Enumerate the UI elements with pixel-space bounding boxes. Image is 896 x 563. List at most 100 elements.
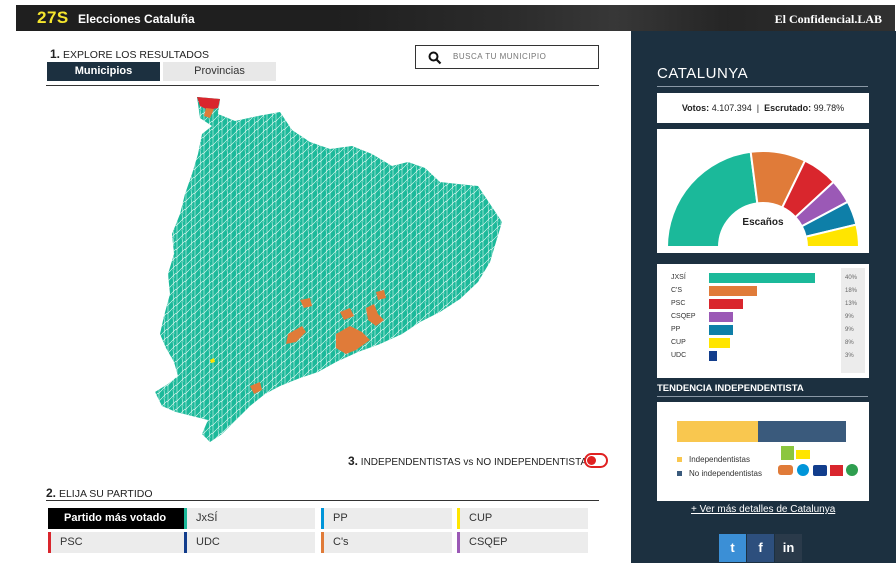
- psc-logo-icon: [830, 465, 843, 476]
- party-result-row[interactable]: JXSÍ 40%: [671, 272, 861, 284]
- scrutiny-label: Escrutado:: [764, 103, 812, 113]
- votes-summary: Votos: 4.107.394 | Escrutado: 99.78%: [657, 93, 869, 123]
- facebook-icon[interactable]: f: [747, 534, 774, 562]
- map-region-cs[interactable]: [204, 108, 214, 118]
- party-button-label: UDC: [196, 536, 220, 548]
- party-result-row[interactable]: CSQEP 9%: [671, 311, 861, 323]
- party-result-bar: [709, 273, 815, 283]
- party-button-label: C's: [333, 536, 349, 548]
- independence-text: INDEPENDENTISTAS vs NO INDEPENDENTISTAS: [360, 457, 594, 468]
- party-name: JXSÍ: [671, 274, 686, 281]
- party-button-cs[interactable]: C's: [321, 532, 452, 553]
- map-region-psc[interactable]: [197, 97, 220, 110]
- party-result-bar: [709, 351, 717, 361]
- udc-logo-icon: [813, 465, 827, 476]
- map-region-cs[interactable]: [340, 308, 354, 320]
- trend-bar-no-indep: [758, 421, 846, 442]
- party-button-pp[interactable]: PP: [321, 508, 452, 529]
- percent-column: [841, 268, 865, 373]
- brand-number[interactable]: 27S: [37, 8, 69, 27]
- search-input[interactable]: [453, 52, 593, 61]
- party-button-udc[interactable]: UDC: [184, 532, 315, 553]
- party-color-bar: [321, 508, 324, 529]
- party-result-row[interactable]: PSC 13%: [671, 298, 861, 310]
- party-name: UDC: [671, 352, 687, 359]
- party-result-row[interactable]: PP 9%: [671, 324, 861, 336]
- map-region-cs[interactable]: [300, 298, 312, 308]
- search-box[interactable]: [415, 45, 599, 69]
- party-color-bar: [48, 532, 51, 553]
- party-button-psc[interactable]: PSC: [48, 532, 185, 553]
- party-name: CUP: [671, 339, 686, 346]
- independence-toggle[interactable]: [584, 453, 608, 468]
- trend-title: TENDENCIA INDEPENDENTISTA: [657, 383, 804, 394]
- summary-separator: |: [756, 103, 760, 113]
- party-color-bar: [457, 532, 460, 553]
- party-result-row[interactable]: UDC 3%: [671, 350, 861, 362]
- party-button-csqep[interactable]: CSQEP: [457, 532, 588, 553]
- party-button-label: Partido más votado: [64, 512, 167, 524]
- tab-provincias[interactable]: Provincias: [163, 62, 276, 81]
- seat-segment[interactable]: [665, 150, 759, 248]
- cs-logo-icon: [778, 465, 793, 475]
- details-link[interactable]: + Ver más detalles de Catalunya: [691, 504, 836, 515]
- party-percent: 40%: [845, 275, 858, 281]
- party-button-most-voted[interactable]: Partido más votado: [48, 508, 185, 529]
- party-percent: 9%: [845, 327, 854, 333]
- csqep-logo-icon: [846, 464, 858, 476]
- view-tabs: Municipios Provincias: [47, 62, 276, 81]
- legend-no-indep-label: No independentistas: [689, 469, 762, 478]
- party-result-row[interactable]: CUP 8%: [671, 337, 861, 349]
- trend-bar-indep: [677, 421, 759, 442]
- party-result-row[interactable]: C'S 18%: [671, 285, 861, 297]
- party-name: PP: [671, 326, 681, 333]
- cup-logo-icon: [796, 450, 810, 459]
- party-result-bar: [709, 338, 731, 348]
- party-name: PSC: [671, 300, 686, 307]
- party-result-bar: [709, 286, 757, 296]
- legend-indep-label: Independentistas: [689, 455, 750, 464]
- map-region-cs[interactable]: [366, 304, 384, 326]
- municipality-borders: [155, 97, 502, 442]
- map-region-cs[interactable]: [376, 290, 386, 300]
- catalonia-map[interactable]: [140, 94, 510, 444]
- seat-segment[interactable]: [804, 223, 861, 248]
- map-region-cs[interactable]: [250, 382, 262, 394]
- brand-title[interactable]: Elecciones Cataluña: [78, 12, 195, 26]
- party-button-cup[interactable]: CUP: [457, 508, 588, 529]
- party-result-bar: [709, 325, 733, 335]
- map-region-cs[interactable]: [286, 326, 306, 344]
- step-number: 2.: [46, 486, 57, 500]
- party-color-bar: [321, 532, 324, 553]
- linkedin-icon[interactable]: in: [775, 534, 802, 562]
- party-result-bar: [709, 312, 733, 322]
- step-label: EXPLORE LOS RESULTADOS: [62, 49, 210, 61]
- publisher-logo[interactable]: El Confidencial.LAB: [774, 12, 882, 26]
- legend-swatch: [677, 457, 682, 462]
- party-result-bar: [709, 299, 744, 309]
- votes-value: 4.107.394: [711, 103, 752, 113]
- tab-municipios[interactable]: Municipios: [47, 62, 160, 81]
- twitter-icon[interactable]: t: [719, 534, 746, 562]
- map-region-cup[interactable]: [210, 358, 215, 363]
- seats-label: Escaños: [742, 217, 784, 228]
- map-region-cs[interactable]: [336, 326, 370, 354]
- party-color-bar: [457, 508, 460, 529]
- scrutiny-value: 99.78%: [813, 103, 845, 113]
- results-card: JXSÍ 40% C'S 18% PSC 13% CSQEP 9% PP 9% CUP 8% UDC 3%: [657, 264, 869, 378]
- party-percent: 18%: [845, 288, 858, 294]
- party-name: C'S: [671, 287, 683, 294]
- party-color-bar: [184, 532, 187, 553]
- top-banner: 27S Elecciones Cataluña El Confidencial.…: [16, 5, 895, 31]
- seats-hemicycle: [665, 150, 861, 248]
- party-name: CSQEP: [671, 313, 696, 320]
- party-logos: [778, 446, 858, 476]
- party-button-label: PP: [333, 512, 348, 524]
- results-sidebar: CATALUNYA Votos: 4.107.394 | Escrutado: …: [631, 31, 896, 563]
- party-button-jxsi[interactable]: JxSÍ: [184, 508, 315, 529]
- region-title: CATALUNYA: [657, 65, 749, 82]
- seats-card: Escaños: [657, 129, 869, 253]
- explore-step: 1. EXPLORE LOS RESULTADOS: [50, 47, 209, 61]
- votes-label: Votos:: [681, 103, 710, 113]
- party-percent: 13%: [845, 301, 858, 307]
